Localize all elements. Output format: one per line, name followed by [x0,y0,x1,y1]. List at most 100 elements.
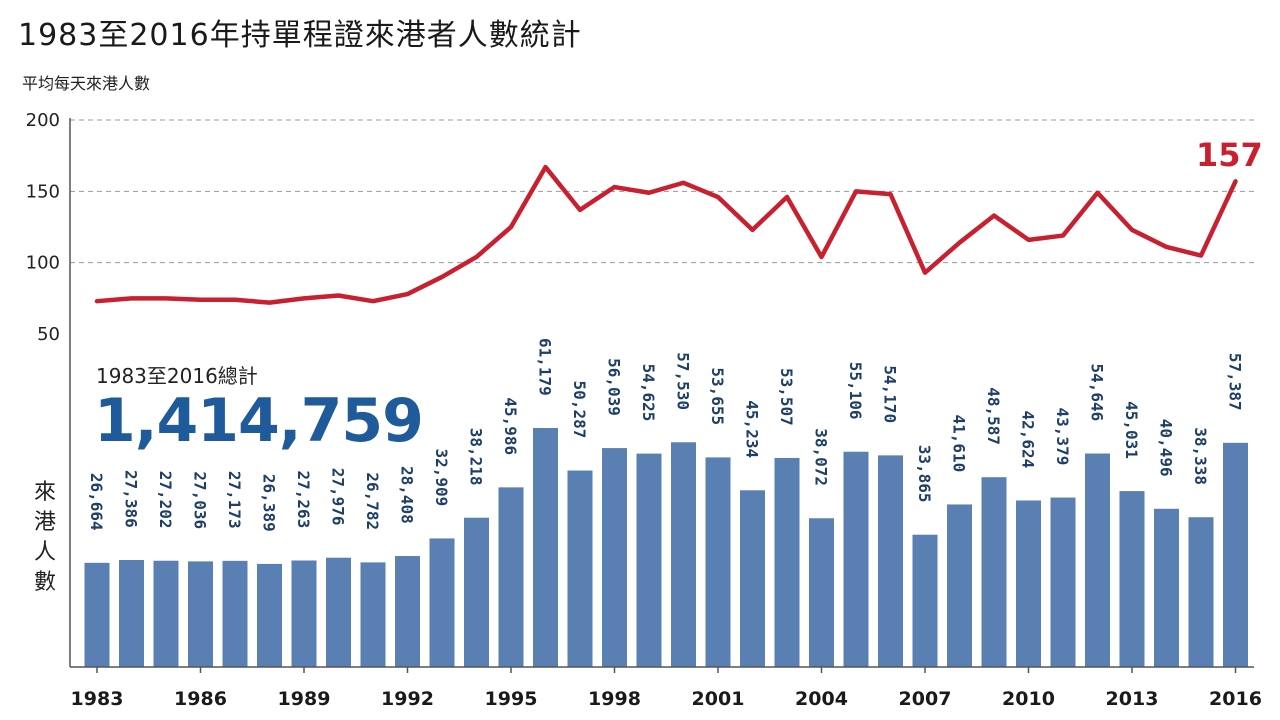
bar [1085,453,1110,667]
bar [1119,491,1145,667]
bar-value-label: 55,106 [846,362,865,420]
line-series [94,164,1238,305]
bar-value-label: 27,173 [225,471,244,529]
x-tick-label: 1986 [174,688,227,710]
bar [395,556,420,667]
bar-value-label: 54,646 [1088,364,1107,422]
bar-value-label: 27,263 [294,470,313,528]
bar-value-label: 53,655 [708,367,727,425]
x-tick-label: 2010 [1002,688,1055,710]
bar-value-label: 38,072 [812,428,831,486]
bar-value-label: 27,386 [122,470,141,528]
bar [464,517,489,667]
bar [1223,442,1248,667]
bar [498,487,524,667]
y-tick-label: 50 [37,324,60,345]
bar-value-label: 43,379 [1053,408,1072,466]
bar-value-label: 50,287 [570,381,589,439]
bar-value-label: 54,170 [881,365,900,423]
total-value: 1,414,759 [94,386,424,456]
bar [1016,500,1041,667]
bar-series [84,428,1248,667]
bar-value-label: 38,218 [467,428,486,486]
x-tick-label: 2013 [1106,688,1159,710]
y-tick-label: 100 [26,253,60,274]
bar [429,538,455,667]
x-axis-year-labels: 1983 1986 1989 1992 1995 1998 2001 2004 2007 2010… [71,688,1262,710]
bar [153,560,179,667]
bar [1154,508,1179,667]
total-label: 1983至2016總計 [96,364,258,388]
bar-axis-label-char: 來 [33,480,56,505]
bar-value-label: 40,496 [1157,419,1176,477]
bar-value-label: 56,039 [605,358,624,416]
bar [878,455,903,667]
bar [1188,517,1214,667]
x-tick-label: 1995 [485,688,538,710]
x-tick-label: 1989 [278,688,331,710]
x-tick-label: 2016 [1209,688,1262,710]
bar-value-label: 57,387 [1226,353,1245,411]
bar-value-label: 38,338 [1191,427,1210,485]
bar-value-label: 54,625 [639,364,658,422]
bar [809,518,834,667]
bar-value-label: 28,408 [398,466,417,524]
bar-value-label: 41,610 [950,414,969,472]
bar [602,448,627,667]
x-tick-label: 1992 [381,688,434,710]
bar-value-label: 27,976 [329,468,348,526]
bar [188,561,213,667]
bar [947,504,972,667]
bar [636,453,662,667]
bar-value-label: 42,624 [1019,410,1038,468]
bar-value-label: 33,865 [915,445,934,503]
bar-value-label: 26,782 [363,472,382,530]
bar-value-label: 27,202 [156,471,175,529]
x-tick-label: 1998 [588,688,641,710]
bar [740,490,765,667]
bar [533,428,558,667]
bar [774,457,800,667]
bar [326,557,351,667]
x-tick-label: 1983 [71,688,124,710]
chart-title: 1983至2016年持單程證來港者人數統計 [18,18,582,53]
bar-value-label: 26,389 [260,474,279,532]
bar [257,563,282,667]
bar-axis-label: 來 港 人 數 [32,478,58,598]
bar-value-label: 45,234 [743,400,762,458]
bar-value-label: 32,909 [432,448,451,506]
bar [1050,497,1076,667]
bar [119,560,144,667]
bar-axis-label-char: 數 [33,570,56,595]
line-chart-y-ticks: 200 150 100 50 [26,110,60,345]
bar-value-label: 48,587 [984,387,1003,445]
bar [291,560,317,667]
bar [671,442,696,667]
bar-value-label: 26,664 [87,473,106,531]
bar [912,534,938,667]
bar-value-label: 45,031 [1122,401,1141,459]
line-end-value-label: 157 [1196,136,1263,174]
bar-value-label: 61,179 [536,338,555,396]
bar-value-label: 57,530 [674,352,693,410]
line-series-path [94,164,1238,305]
x-tick-label: 2004 [795,688,848,710]
x-tick-label: 2007 [899,688,952,710]
bar-value-labels: 26,664 27,386 27,202 27,036 27,173 26,389 27,2… [87,338,1245,532]
bar-axis-label-char: 港 [33,510,56,535]
line-axis-label: 平均每天來港人數 [22,74,151,93]
axes [69,118,1254,673]
bar-axis-label-char: 人 [33,540,56,565]
bar [360,562,386,667]
y-tick-label: 200 [26,110,60,131]
bar [567,470,593,667]
bar [84,562,110,667]
y-tick-label: 150 [26,181,60,202]
bar [843,451,869,667]
bar [705,457,731,667]
bar [222,560,248,667]
bar-value-label: 45,986 [501,397,520,455]
bar-value-label: 27,036 [191,471,210,529]
x-tick-label: 2001 [692,688,745,710]
